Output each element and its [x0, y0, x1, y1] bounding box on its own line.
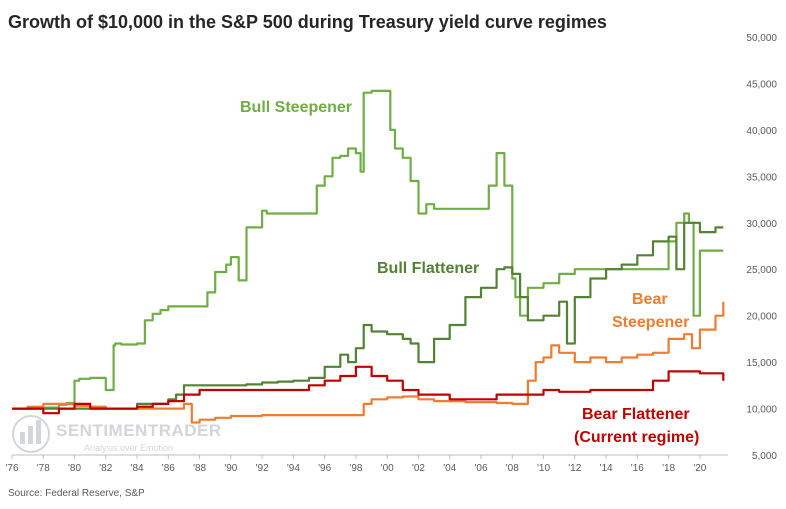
- x-tick-label: '94: [287, 463, 300, 474]
- y-tick-label: 15,000: [746, 358, 777, 369]
- source-note: Source: Federal Reserve, S&P: [8, 488, 145, 499]
- x-tick-label: '90: [224, 463, 237, 474]
- watermark: SENTIMENTRADER Analysis over Emotion: [12, 415, 222, 453]
- label-bear-flattener-line1: Bear Flattener: [582, 406, 690, 423]
- x-tick-label: '04: [443, 463, 456, 474]
- watermark-name: SENTIMENTRADER: [56, 421, 222, 440]
- x-tick-label: '76: [5, 463, 18, 474]
- y-tick-label: 20,000: [746, 312, 777, 323]
- x-tick-label: '14: [600, 463, 613, 474]
- label-bear-steepener-line2: Steepener: [612, 314, 689, 331]
- series-line-bull-flattener: [12, 221, 724, 410]
- chart-title: Growth of $10,000 in the S&P 500 during …: [8, 12, 607, 32]
- x-tick-label: '82: [99, 463, 112, 474]
- x-tick-label: '10: [537, 463, 550, 474]
- label-bear-steepener-line1: Bear: [632, 291, 668, 308]
- x-tick-label: '00: [381, 463, 394, 474]
- y-tick-label: 25,000: [746, 265, 777, 276]
- series-line-bear-flattener: [12, 365, 725, 415]
- x-tick-label: '92: [256, 463, 269, 474]
- label-bull-flattener: Bull Flattener: [377, 260, 479, 277]
- x-tick-label: '78: [37, 463, 50, 474]
- x-axis-ticks: '76 '78 '80 '82 '84 '86 '88 '90 '92 '94 '96 '98 '00 '…: [5, 455, 707, 474]
- y-tick-label: 10,000: [746, 405, 777, 416]
- y-tick-label: 35,000: [746, 172, 777, 183]
- watermark-logo-icon: [12, 415, 50, 453]
- y-tick-label: 5,000: [752, 451, 777, 462]
- x-tick-label: '06: [474, 463, 487, 474]
- label-bear-flattener-line2: (Current regime): [574, 429, 699, 446]
- x-tick-label: '96: [318, 463, 331, 474]
- x-tick-label: '88: [193, 463, 206, 474]
- x-tick-label: '18: [662, 463, 675, 474]
- y-axis-ticks: 5,000 10,000 15,000 20,000 25,000 30,000 35,00…: [746, 33, 777, 462]
- series-lines: [12, 89, 725, 424]
- x-tick-label: '84: [131, 463, 144, 474]
- x-tick-label: '16: [631, 463, 644, 474]
- y-tick-label: 45,000: [746, 79, 777, 90]
- x-tick-label: '86: [162, 463, 175, 474]
- label-bull-steepener: Bull Steepener: [240, 99, 352, 116]
- y-tick-label: 40,000: [746, 126, 777, 137]
- x-tick-label: '08: [506, 463, 519, 474]
- watermark-tagline: Analysis over Emotion: [84, 443, 173, 453]
- x-tick-label: '80: [68, 463, 81, 474]
- y-tick-label: 30,000: [746, 219, 777, 230]
- series-line-bear-steepener: [12, 301, 725, 424]
- series-line-bull-steepener: [12, 89, 724, 410]
- x-tick-label: '02: [412, 463, 425, 474]
- y-tick-label: 50,000: [746, 33, 777, 44]
- x-tick-label: '98: [349, 463, 362, 474]
- x-tick-label: '20: [693, 463, 706, 474]
- x-tick-label: '12: [568, 463, 581, 474]
